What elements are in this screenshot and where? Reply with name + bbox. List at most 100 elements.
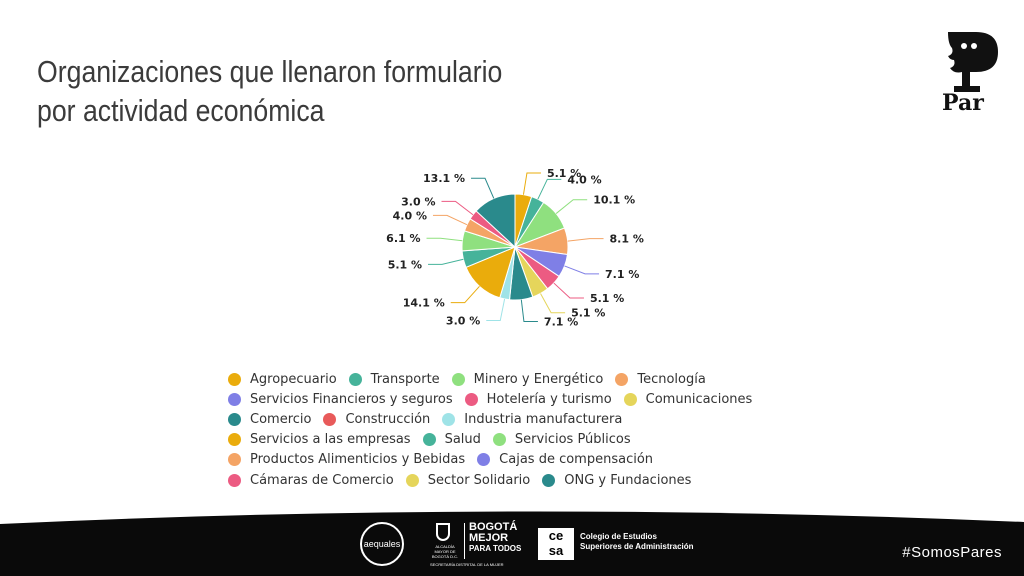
pie-data-label: 13.1 % — [423, 172, 465, 185]
aequales-logo-text: aequales — [363, 539, 401, 549]
par-logo-mark: Par — [942, 32, 998, 116]
legend-item[interactable]: Minero y Energético — [451, 371, 604, 387]
pie-leader-line — [450, 286, 480, 304]
pie-data-label: 10.1 % — [593, 194, 635, 207]
legend-color-dot — [228, 372, 241, 386]
legend-color-dot — [477, 453, 491, 467]
pie-leader-line — [564, 265, 600, 275]
legend-label: Tecnología — [637, 371, 706, 387]
legend-label: Agropecuario — [250, 371, 337, 387]
slide-title-line-1: Organizaciones que llenaron formulario — [37, 54, 503, 89]
legend-item[interactable]: Construcción — [323, 412, 430, 427]
bogota-crest-icon — [436, 523, 450, 541]
legend-label: Comunicaciones — [645, 391, 753, 407]
pie-leader-line — [567, 238, 604, 242]
legend-color-dot — [348, 372, 362, 386]
legend-color-dot — [492, 433, 506, 447]
legend-color-dot — [228, 453, 241, 467]
pie-data-label: 4.0 % — [393, 209, 427, 222]
bogota-alcaldia-text: ALCALDÍA MAYOR DE BOGOTÁ D.C. — [431, 544, 459, 559]
legend-label: Cajas de compensación — [499, 452, 654, 468]
legend-item[interactable]: Agropecuario — [228, 372, 337, 387]
legend-item[interactable]: Industria manufacturera — [442, 412, 622, 427]
pie-data-label: 7.1 % — [605, 268, 639, 281]
pie-leader-line — [555, 199, 588, 214]
legend-item[interactable]: Comunicaciones — [623, 391, 753, 407]
pie-data-label: 14.1 % — [403, 297, 445, 310]
legend-color-dot — [442, 412, 456, 426]
pie-leader-line — [426, 237, 463, 242]
legend-item[interactable]: Comercio — [228, 412, 311, 427]
legend-color-dot — [451, 372, 465, 386]
legend-color-dot — [228, 412, 241, 426]
legend-label: Transporte — [370, 371, 440, 387]
slide-title: Organizaciones que llenaron formulario p… — [37, 52, 502, 130]
legend-label: ONG y Fundaciones — [564, 472, 692, 488]
pie-leader-line — [553, 282, 584, 299]
legend-item[interactable]: Cajas de compensación — [477, 452, 653, 467]
legend-label: Servicios Financieros y seguros — [250, 391, 453, 407]
legend-label: Minero y Energético — [473, 371, 604, 387]
legend-item[interactable]: Salud — [422, 432, 481, 448]
par-logo: Par — [940, 28, 1002, 116]
legend-item[interactable]: Sector Solidario — [405, 472, 531, 488]
legend-label: Servicios Públicos — [514, 432, 631, 448]
pie-leader-line — [432, 214, 468, 226]
legend-color-dot — [464, 392, 478, 406]
legend-color-dot — [422, 433, 436, 447]
cesa-name: Colegio de Estudios Superiores de Admini… — [580, 532, 694, 552]
legend-label: Sector Solidario — [427, 472, 531, 488]
legend-color-dot — [542, 473, 556, 487]
pie-data-label: 3.0 % — [401, 195, 435, 208]
legend-item[interactable]: Servicios Financieros y seguros — [228, 392, 453, 407]
cesa-name-line-2: Superiores de Administración — [580, 542, 694, 551]
legend-color-dot — [615, 372, 629, 386]
cesa-mark-line-2: sa — [548, 543, 564, 558]
slide-title-line-2: por actividad económica — [37, 93, 325, 128]
cesa-mark-line-1: ce — [548, 528, 564, 543]
legend-item[interactable]: ONG y Fundaciones — [542, 473, 691, 488]
legend-label: Comercio — [250, 411, 312, 427]
legend-label: Productos Alimenticios y Bebidas — [250, 452, 466, 468]
legend-item[interactable]: Hotelería y turismo — [464, 391, 612, 407]
pie-data-label: 5.1 % — [388, 258, 422, 271]
legend-label: Salud — [444, 432, 481, 448]
legend-color-dot — [323, 412, 337, 426]
pie-leader-lines — [426, 172, 604, 322]
legend-color-dot — [228, 392, 241, 406]
legend-item[interactable]: Productos Alimenticios y Bebidas — [228, 452, 465, 467]
bogota-logo: ALCALDÍA MAYOR DE BOGOTÁ D.C. BOGOTÁ MEJ… — [428, 521, 528, 569]
pie-data-label: 3.0 % — [446, 315, 480, 328]
pie-data-label: 5.1 % — [547, 167, 581, 180]
pie-leader-line — [486, 298, 506, 322]
legend-row: Servicios Financieros y seguros Hotelería… — [228, 389, 828, 409]
legend-item[interactable]: Transporte — [348, 371, 440, 387]
legend-item[interactable]: Cámaras de Comercio — [228, 473, 394, 488]
pie-data-label: 5.1 % — [571, 307, 605, 320]
bogota-brand-text: BOGOTÁ MEJOR PARA TODOS — [469, 522, 521, 554]
legend-row: Productos Alimenticios y Bebidas Cajas de… — [228, 450, 828, 470]
pie-leader-line — [441, 200, 474, 216]
legend-label: Construcción — [345, 411, 431, 427]
pie-leader-line — [428, 258, 464, 265]
legend-item[interactable]: Servicios a las empresas — [228, 432, 411, 447]
bogota-secretaria-text: SECRETARÍA DISTRITAL DE LA MUJER — [430, 562, 504, 567]
pie-data-label: 8.1 % — [610, 233, 644, 246]
pie-data-label: 7.1 % — [544, 315, 578, 328]
legend-item[interactable]: Tecnología — [615, 371, 706, 387]
pie-leader-line — [537, 178, 562, 200]
pie-data-label: 5.1 % — [590, 292, 624, 305]
pie-leader-line — [471, 177, 495, 199]
bogota-divider — [464, 523, 465, 559]
pie-leader-line — [540, 293, 566, 314]
legend-label: Hotelería y turismo — [486, 391, 612, 407]
legend-label: Servicios a las empresas — [250, 432, 411, 448]
aequales-logo: aequales — [360, 522, 404, 566]
pie-data-labels: 5.1 %4.0 %10.1 %8.1 %7.1 %5.1 %5.1 %7.1 … — [386, 167, 644, 329]
pie-data-label: 4.0 % — [567, 173, 601, 186]
legend-row: Comercio Construcción Industria manufactur… — [228, 409, 828, 429]
legend-item[interactable]: Servicios Públicos — [492, 432, 631, 448]
legend-color-dot — [228, 433, 241, 447]
pie-leader-line — [522, 172, 541, 195]
legend-color-dot — [405, 473, 419, 487]
